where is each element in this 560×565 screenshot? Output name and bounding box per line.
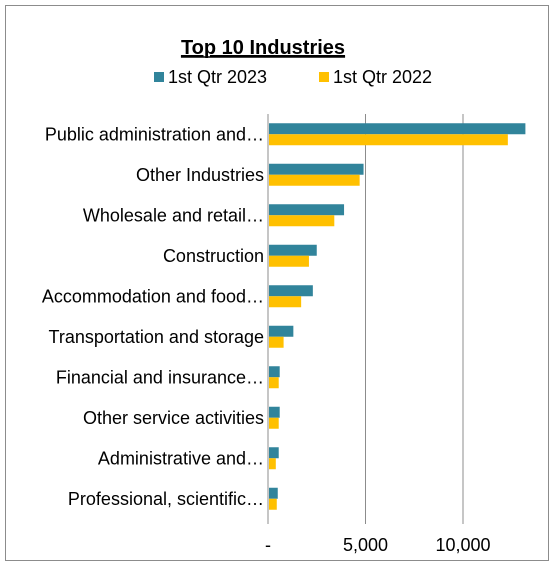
bar-2023 — [269, 447, 279, 459]
chart-frame: Top 10 Industries 1st Qtr 2023 1st Qtr 20… — [5, 5, 549, 561]
category-label: Accommodation and food… — [42, 286, 264, 306]
legend-label: 1st Qtr 2022 — [333, 67, 432, 87]
bar-2022 — [269, 336, 284, 348]
category-label: Wholesale and retail… — [83, 205, 264, 225]
x-tick-label: 5,000 — [343, 535, 388, 555]
category-label: Public administration and… — [45, 124, 264, 144]
bar-2022 — [269, 255, 309, 267]
category-label: Other Industries — [136, 165, 264, 185]
category-label: Other service activities — [83, 408, 264, 428]
bar-2022 — [269, 417, 279, 429]
bar-2023 — [269, 285, 313, 297]
bar-2023 — [269, 204, 345, 216]
category-label: Professional, scientific… — [68, 489, 264, 509]
bar-2023 — [269, 325, 294, 337]
bar-2022 — [269, 377, 279, 389]
bar-2022 — [269, 296, 302, 308]
category-labels: Public administration and… Other Industri… — [42, 124, 264, 509]
legend-label: 1st Qtr 2023 — [168, 67, 267, 87]
bar-chart: Top 10 Industries 1st Qtr 2023 1st Qtr 20… — [42, 37, 526, 555]
bar-2022 — [269, 458, 276, 470]
x-tick-label: 10,000 — [435, 535, 490, 555]
x-tick-label: - — [265, 535, 271, 555]
x-tick-labels: - 5,000 10,000 — [265, 535, 491, 555]
bar-2023 — [269, 406, 280, 418]
bar-2022 — [269, 215, 335, 227]
bar-2023 — [269, 366, 280, 378]
bars — [269, 123, 526, 510]
category-label: Administrative and… — [98, 448, 264, 468]
chart-title: Top 10 Industries — [181, 37, 345, 59]
bar-2022 — [269, 174, 360, 186]
bar-2023 — [269, 487, 278, 499]
bar-2022 — [269, 498, 277, 510]
bar-2023 — [269, 244, 317, 256]
legend-swatch — [319, 72, 329, 82]
category-label: Transportation and storage — [49, 327, 264, 347]
gridlines — [267, 114, 464, 524]
bar-2022 — [269, 134, 508, 146]
category-label: Financial and insurance… — [56, 367, 264, 387]
legend-swatch — [154, 72, 164, 82]
bar-2023 — [269, 123, 526, 135]
bar-2023 — [269, 163, 364, 175]
legend: 1st Qtr 2023 1st Qtr 2022 — [154, 67, 432, 87]
category-label: Construction — [163, 246, 264, 266]
